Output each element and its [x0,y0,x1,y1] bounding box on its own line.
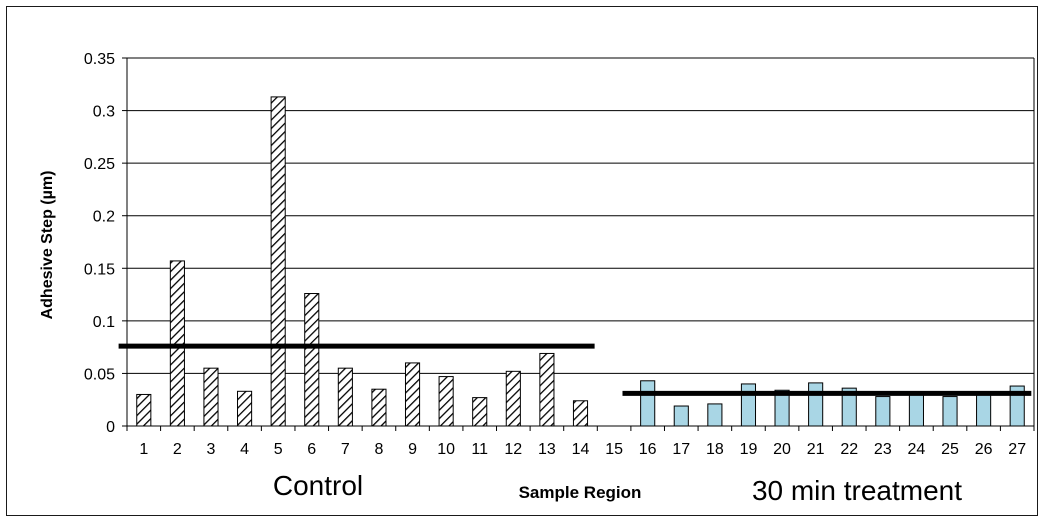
x-tick-label: 27 [1008,441,1026,458]
x-tick-label: 13 [538,441,556,458]
mean-lines [118,343,1032,396]
x-tick-label: 11 [471,441,488,458]
x-tick-label: 22 [840,441,858,458]
bar-control [572,400,589,427]
bar-control [438,376,454,427]
y-tick-label: 0.05 [84,366,115,383]
x-tick-label: 8 [374,441,383,458]
x-tick-labels: 1 2 3 4 5 6 7 8 9 10 11 12 13 14 15 16 17 18 19 20 21 22 23 24 2… [139,441,1026,458]
bar-control [237,390,253,427]
x-tick-label: 17 [672,441,690,458]
y-tick-label: 0.35 [84,51,115,68]
x-tick-label: 2 [173,441,182,458]
y-tick-label: 0.1 [93,314,115,331]
x-tick-label: 19 [740,441,758,458]
bars [136,96,1025,427]
x-tick-label: 1 [139,441,148,458]
bar-treatment [942,396,958,427]
bar-treatment [640,380,656,427]
y-tick-label: 0.25 [84,156,115,173]
y-tick-label: 0.15 [84,261,115,278]
bar-treatment [908,391,924,427]
group-label-treatment: 30 min treatment [752,475,962,506]
y-tick-label: 0.2 [93,209,115,226]
x-tick-label: 25 [941,441,959,458]
bar-control [203,367,219,427]
x-tick-label: 24 [908,441,926,458]
group-label-control: Control [273,470,363,501]
bar-control [472,397,488,427]
bar-control [539,352,555,427]
x-tick-label: 14 [572,441,590,458]
gridlines [122,57,1034,427]
bar-control [136,393,152,427]
bar-control [270,96,286,427]
bar-control [169,260,185,427]
bar-treatment [673,405,689,427]
x-tick-label: 4 [240,441,249,458]
x-tick-label: 6 [307,441,316,458]
x-tick-label: 23 [874,441,892,458]
x-tick-label: 20 [773,441,791,458]
x-tick-label: 21 [807,441,825,458]
x-tick-label: 18 [706,441,724,458]
x-tick-label: 10 [437,441,455,458]
bar-treatment [740,383,757,427]
x-tick-label: 5 [274,441,283,458]
x-tick-label: 3 [207,441,216,458]
x-tick-label: 26 [975,441,993,458]
y-tick-label: 0.3 [93,104,115,121]
x-tick-label: 7 [341,441,350,458]
bar-treatment [976,392,992,427]
y-axis-label: Adhesive Step (µm) [39,171,56,320]
y-tick-label: 0 [106,419,115,436]
bar-treatment [808,382,824,427]
x-tick-label: 16 [639,441,657,458]
bar-control [404,362,421,427]
y-tick-labels: 0 0.05 0.1 0.15 0.2 0.25 0.3 0.35 [84,51,115,436]
x-tick-label: 15 [605,441,623,458]
bar-treatment [707,403,723,427]
x-tick-label: 9 [408,441,417,458]
bar-treatment [875,396,891,427]
bar-control [304,293,320,427]
x-axis-label: Sample Region [519,483,642,502]
bar-control [371,388,387,427]
bar-control [505,370,521,427]
axes [126,58,1035,431]
x-tick-label: 12 [504,441,522,458]
bar-control [337,367,353,427]
